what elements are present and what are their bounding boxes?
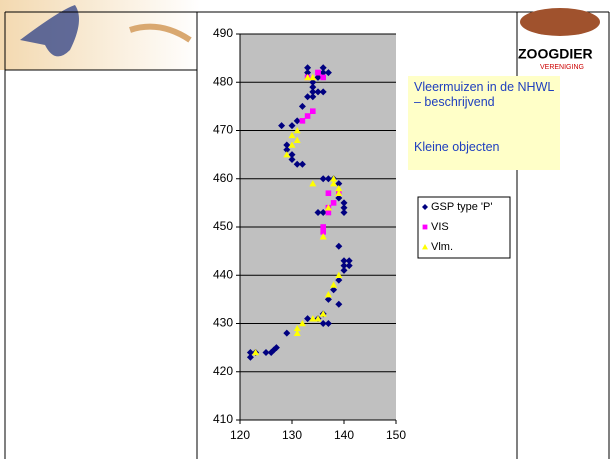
- legend-label: GSP type 'P': [431, 201, 492, 213]
- y-tick-label: 440: [213, 267, 233, 281]
- subheading: Kleine objecten: [414, 140, 554, 155]
- y-tick-label: 450: [213, 219, 233, 233]
- legend-marker: [423, 225, 428, 230]
- chart: ZOOGDIER VERENIGING 410 420 430 440 450 460 47…: [0, 0, 614, 459]
- heading-line: – beschrijvend: [414, 95, 554, 110]
- y-tick-label: 430: [213, 316, 233, 330]
- logo-subtitle: VERENIGING: [540, 64, 584, 71]
- logo-animal: [520, 8, 600, 36]
- y-tick-label: 470: [213, 123, 233, 137]
- logo-name: ZOOGDIER: [518, 46, 593, 62]
- y-tick-label: 420: [213, 364, 233, 378]
- point: [305, 113, 311, 119]
- y-tick-label: 480: [213, 74, 233, 88]
- point: [326, 210, 332, 216]
- slide: ZOOGDIER VERENIGING 410 420 430 440 450 460 47…: [0, 0, 614, 459]
- point: [315, 70, 321, 76]
- y-tick-label: 490: [213, 26, 233, 40]
- point: [320, 224, 326, 230]
- legend-label: VIS: [431, 221, 449, 233]
- x-tick-label: 120: [230, 428, 250, 442]
- y-tick-label: 410: [213, 412, 233, 426]
- x-tick-label: 140: [334, 428, 354, 442]
- point: [320, 75, 326, 81]
- point: [310, 108, 316, 114]
- text-box: Vleermuizen in de NHWL – beschrijvend Kl…: [408, 76, 560, 170]
- y-tick-label: 460: [213, 171, 233, 185]
- point: [331, 200, 337, 206]
- x-tick-label: 130: [282, 428, 302, 442]
- point: [326, 190, 332, 196]
- legend-label: Vlm.: [431, 241, 453, 253]
- point: [300, 118, 306, 124]
- heading-line: Vleermuizen in de NHWL: [414, 80, 554, 95]
- x-tick-label: 150: [386, 428, 406, 442]
